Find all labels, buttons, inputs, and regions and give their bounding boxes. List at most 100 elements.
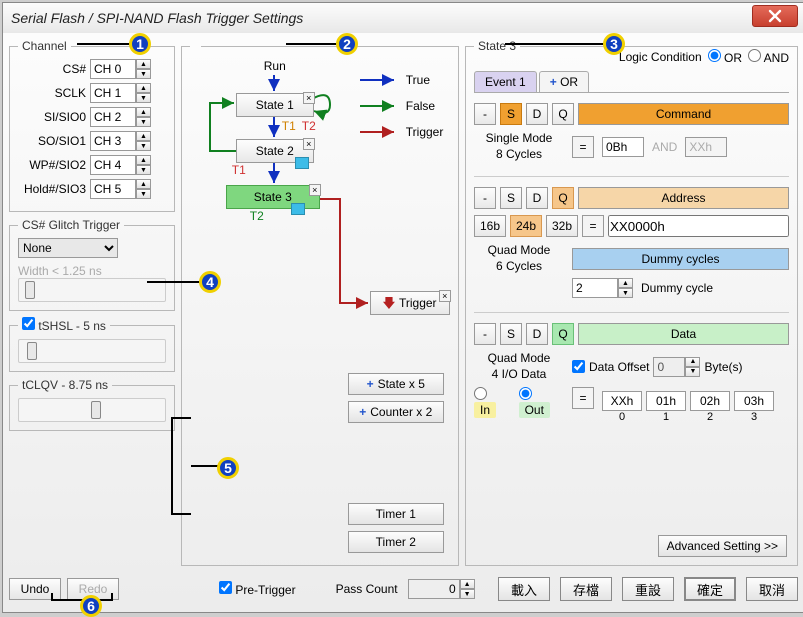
data-mode-s[interactable]: S — [500, 323, 522, 345]
data-out-radio[interactable]: Out — [519, 387, 564, 417]
close-button[interactable] — [752, 5, 798, 27]
timer2-button[interactable]: Timer 2 — [348, 531, 444, 553]
tclqv-legend: tCLQV - 8.75 ns — [18, 378, 112, 392]
channel-row: CS# ▲▼ — [18, 59, 166, 79]
addr-minus[interactable]: - — [474, 187, 496, 209]
passcount-label: Pass Count — [336, 582, 398, 596]
cmd-value1[interactable] — [602, 137, 644, 157]
passcount-value[interactable] — [408, 579, 460, 599]
channel-value[interactable] — [90, 59, 136, 79]
dummy-cycle-value[interactable] — [572, 278, 618, 298]
trigger-box[interactable]: Trigger × — [370, 291, 450, 315]
spin-up-icon[interactable]: ▲ — [136, 83, 151, 93]
address-header[interactable]: Address — [578, 187, 789, 209]
spin-up-icon[interactable]: ▲ — [685, 357, 700, 367]
data-mode-d[interactable]: D — [526, 323, 548, 345]
channel-label: SCLK — [18, 86, 86, 100]
spin-up-icon[interactable]: ▲ — [136, 59, 151, 69]
cmd-mode-q[interactable]: Q — [552, 103, 574, 125]
glitch-select[interactable]: None — [18, 238, 118, 258]
channel-value[interactable] — [90, 179, 136, 199]
state3-legend: State 3 — [474, 39, 520, 53]
data-header[interactable]: Data — [578, 323, 789, 345]
cmd-mode-s[interactable]: S — [500, 103, 522, 125]
data-nibble-input[interactable] — [602, 391, 642, 411]
dummy-header[interactable]: Dummy cycles — [572, 248, 789, 270]
channel-row: WP#/SIO2 ▲▼ — [18, 155, 166, 175]
channel-group: Channel CS# ▲▼ SCLK ▲▼ SI/SIO0 ▲▼ SO/SIO… — [9, 39, 175, 212]
tshsl-slider[interactable] — [18, 339, 166, 363]
load-button[interactable]: 載入 — [498, 577, 550, 601]
channel-label: Hold#/SIO3 — [18, 182, 86, 196]
state-2[interactable]: State 2× — [236, 139, 314, 163]
tab-add-or[interactable]: + OR — [539, 71, 589, 92]
spin-down-icon[interactable]: ▼ — [618, 288, 633, 298]
channel-value[interactable] — [90, 155, 136, 175]
cmd-mode-d[interactable]: D — [526, 103, 548, 125]
tclqv-slider[interactable] — [18, 398, 166, 422]
annotation-badge-5: 5 — [217, 457, 239, 479]
spin-down-icon[interactable]: ▼ — [136, 189, 151, 199]
addr-mode-d[interactable]: D — [526, 187, 548, 209]
channel-value[interactable] — [90, 107, 136, 127]
data-minus[interactable]: - — [474, 323, 496, 345]
state-3[interactable]: State 3× — [226, 185, 320, 209]
state-1[interactable]: State 1× — [236, 93, 314, 117]
save-button[interactable]: 存檔 — [560, 577, 612, 601]
undo-button[interactable]: Undo — [9, 578, 61, 600]
pre-trigger-checkbox[interactable]: Pre-Trigger — [219, 581, 296, 597]
spin-down-icon[interactable]: ▼ — [136, 165, 151, 175]
window-title: Serial Flash / SPI-NAND Flash Trigger Se… — [11, 10, 303, 26]
state2-close-icon[interactable]: × — [303, 138, 315, 150]
addr-mode-q[interactable]: Q — [552, 187, 574, 209]
channel-label: SI/SIO0 — [18, 110, 86, 124]
data-in-radio[interactable]: In — [474, 387, 511, 417]
data-nibble-input[interactable] — [646, 391, 686, 411]
spin-up-icon[interactable]: ▲ — [136, 155, 151, 165]
channel-value[interactable] — [90, 131, 136, 151]
cmd-minus[interactable]: - — [474, 103, 496, 125]
channel-value[interactable] — [90, 83, 136, 103]
logic-or-radio[interactable]: OR — [708, 49, 742, 65]
spin-down-icon[interactable]: ▼ — [136, 93, 151, 103]
spin-down-icon[interactable]: ▼ — [685, 367, 700, 377]
add-counter-button[interactable]: +Counter x 2 — [348, 401, 444, 423]
timer1-button[interactable]: Timer 1 — [348, 503, 444, 525]
spin-up-icon[interactable]: ▲ — [136, 107, 151, 117]
spin-up-icon[interactable]: ▲ — [136, 179, 151, 189]
logic-and-radio[interactable]: AND — [748, 49, 789, 65]
tshsl-checkbox[interactable] — [22, 317, 35, 330]
settings-window: Serial Flash / SPI-NAND Flash Trigger Se… — [2, 2, 803, 613]
addr-mode-s[interactable]: S — [500, 187, 522, 209]
spin-down-icon[interactable]: ▼ — [136, 69, 151, 79]
tshsl-legend: tSHSL - 5 ns — [38, 319, 106, 333]
spin-up-icon[interactable]: ▲ — [460, 579, 475, 589]
trigger-close-icon[interactable]: × — [439, 290, 451, 302]
ok-button[interactable]: 確定 — [684, 577, 736, 601]
address-value[interactable] — [608, 215, 789, 237]
spin-down-icon[interactable]: ▼ — [460, 589, 475, 599]
spin-down-icon[interactable]: ▼ — [136, 141, 151, 151]
addr-16b[interactable]: 16b — [474, 215, 506, 237]
data-mode-q[interactable]: Q — [552, 323, 574, 345]
glitch-width-slider[interactable] — [18, 278, 166, 302]
addr-24b[interactable]: 24b — [510, 215, 542, 237]
data-nibble-input[interactable] — [690, 391, 730, 411]
tab-event1[interactable]: Event 1 — [474, 71, 537, 92]
addr-32b[interactable]: 32b — [546, 215, 578, 237]
data-offset-checkbox[interactable] — [572, 360, 585, 373]
spin-up-icon[interactable]: ▲ — [136, 131, 151, 141]
reset-button[interactable]: 重設 — [622, 577, 674, 601]
tshsl-group: tSHSL - 5 ns — [9, 317, 175, 372]
channel-row: SCLK ▲▼ — [18, 83, 166, 103]
cancel-button[interactable]: 取消 — [746, 577, 798, 601]
state1-close-icon[interactable]: × — [303, 92, 315, 104]
spin-up-icon[interactable]: ▲ — [618, 278, 633, 288]
spin-down-icon[interactable]: ▼ — [136, 117, 151, 127]
data-nibble: 2 — [690, 391, 730, 423]
advanced-setting-button[interactable]: Advanced Setting >> — [658, 535, 787, 557]
add-state-button[interactable]: +State x 5 — [348, 373, 444, 395]
state3-close-icon[interactable]: × — [309, 184, 321, 196]
command-header[interactable]: Command — [578, 103, 789, 125]
data-nibble-input[interactable] — [734, 391, 774, 411]
